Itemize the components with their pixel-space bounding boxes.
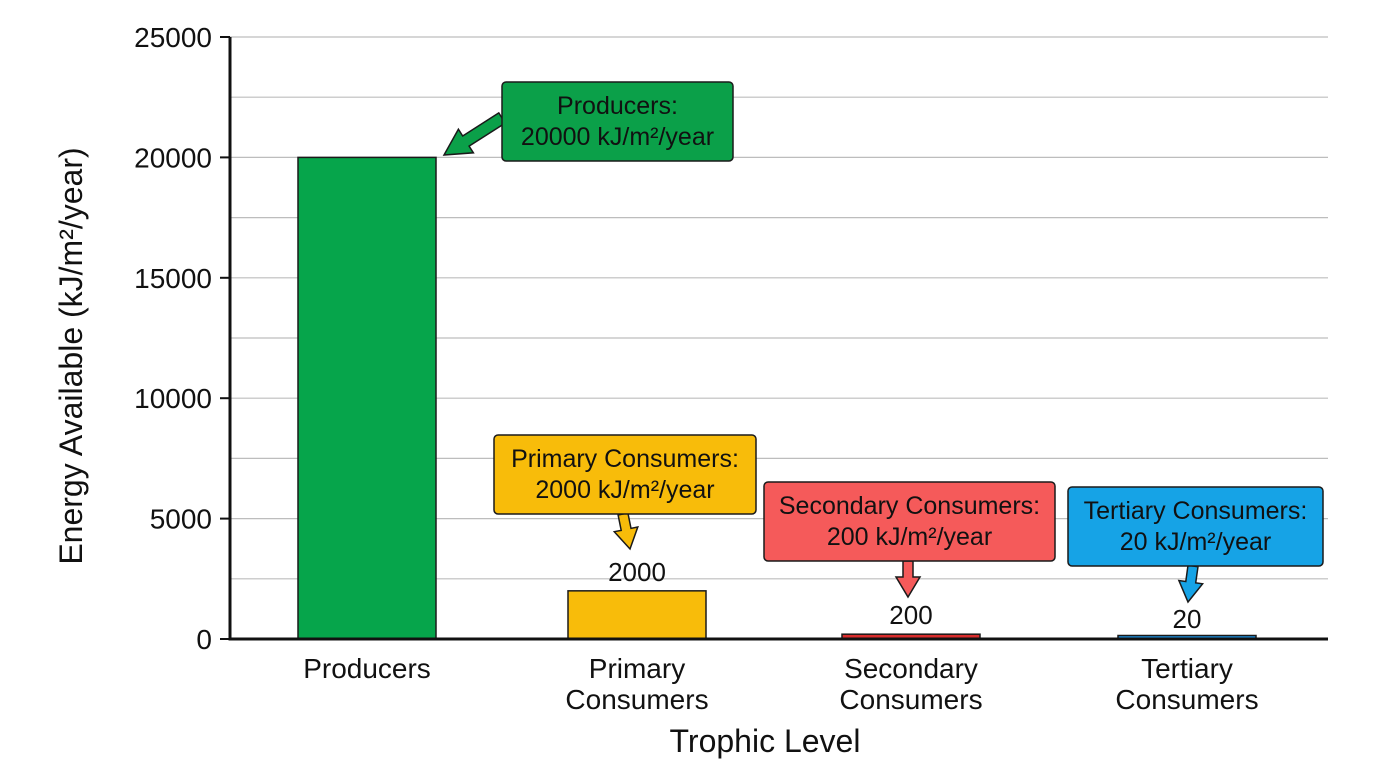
x-tick-label-tertiary-consumers: Tertiary Consumers — [1115, 653, 1258, 715]
callout-arrow-producers — [442, 111, 507, 156]
y-axis-title: Energy Available (kJ/m²/year) — [53, 147, 89, 564]
callout-primary-consumers: Primary Consumers: 2000 kJ/m²/year — [493, 434, 757, 551]
x-tick-label-secondary-consumers: Secondary Consumers — [839, 653, 982, 715]
callout-tertiary-consumers: Tertiary Consumers: 20 kJ/m²/year — [1067, 486, 1324, 604]
data-label-primary-consumers: 2000 — [608, 557, 666, 587]
y-tick-label: 25000 — [134, 22, 212, 53]
callout-layer: Producers: 20000 kJ/m²/year Primary Consum… — [442, 81, 1324, 604]
callout-text-tertiary-consumers: Tertiary Consumers: 20 kJ/m²/year — [1084, 497, 1308, 556]
callout-text-primary-consumers: Primary Consumers: 2000 kJ/m²/year — [511, 445, 739, 504]
y-tick-label: 15000 — [134, 263, 212, 294]
data-label-tertiary-consumers: 20 — [1173, 604, 1202, 634]
callout-box-tertiary-consumers — [1067, 486, 1324, 567]
callout-text-secondary-consumers: Secondary Consumers: 200 kJ/m²/year — [779, 492, 1040, 551]
bar-primary-consumers — [567, 590, 707, 640]
y-tick-label: 0 — [196, 624, 212, 655]
x-axis-title: Trophic Level — [670, 723, 861, 759]
callout-box-primary-consumers — [493, 434, 757, 515]
x-tick-label-primary-consumers: Primary Consumers — [565, 653, 708, 715]
label-layer: 0 5000 10000 15000 20000 25000 Producers Primar… — [134, 22, 1258, 715]
x-tick-label-producers: Producers — [303, 653, 431, 684]
callout-arrow-secondary-consumers — [894, 560, 922, 599]
y-tick-label: 10000 — [134, 383, 212, 414]
callout-arrow-tertiary-consumers — [1177, 564, 1205, 604]
bar-layer — [297, 156, 1257, 640]
callout-secondary-consumers: Secondary Consumers: 200 kJ/m²/year — [763, 481, 1056, 599]
callout-box-producers — [501, 81, 734, 162]
y-tick-label: 5000 — [150, 504, 212, 535]
callout-text-producers: Producers: 20000 kJ/m²/year — [521, 92, 714, 151]
bar-producers — [297, 156, 437, 640]
callout-arrow-primary-consumers — [612, 512, 639, 551]
axis-layer — [220, 36, 1328, 641]
y-tick-label: 20000 — [134, 142, 212, 173]
callout-box-secondary-consumers — [763, 481, 1056, 562]
data-label-secondary-consumers: 200 — [889, 600, 932, 630]
callout-producers: Producers: 20000 kJ/m²/year — [442, 81, 734, 162]
